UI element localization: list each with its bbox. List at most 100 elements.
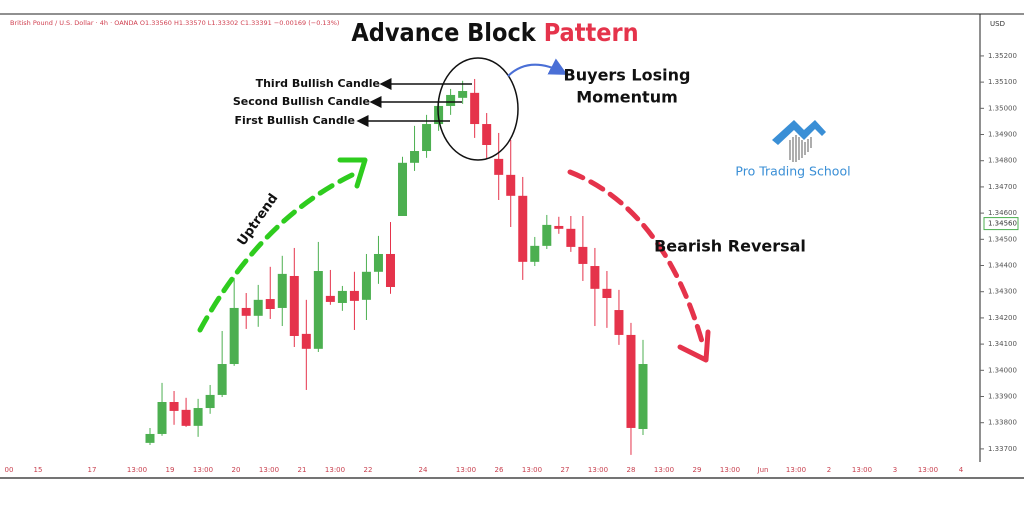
candle-body	[518, 195, 528, 262]
candle-body	[602, 288, 612, 298]
x-tick-label: 22	[364, 466, 373, 474]
candle-body	[626, 334, 636, 428]
chart-title: Advance Block Pattern	[351, 18, 638, 47]
y-tick-label: 1.34500	[988, 235, 1017, 243]
candle-body	[578, 246, 588, 264]
x-tick-label: 13:00	[522, 466, 542, 474]
y-tick-label: 1.34400	[988, 262, 1017, 270]
candles	[145, 78, 648, 455]
candle-body	[590, 266, 600, 289]
candle-body	[253, 299, 263, 316]
y-tick-label: 1.34600	[988, 209, 1017, 217]
x-tick-label: 17	[88, 466, 97, 474]
x-tick-label: 26	[495, 466, 504, 474]
candle-body	[277, 273, 287, 308]
x-tick-label: 2	[827, 466, 831, 474]
x-tick-label: 13:00	[786, 466, 806, 474]
y-tick-label: 1.34300	[988, 288, 1017, 296]
annotation: Buyers Losing	[564, 66, 691, 85]
candle-body	[385, 253, 395, 287]
y-tick-label: 1.34200	[988, 314, 1017, 322]
title-accent: Pattern	[544, 18, 639, 47]
annotation: Third Bullish Candle	[256, 77, 380, 90]
brand-name: Pro Trading School	[735, 164, 850, 179]
x-tick-label: 24	[419, 466, 428, 474]
last-price-label: 1.34560	[988, 220, 1017, 228]
x-tick-label: 28	[627, 466, 636, 474]
x-tick-label: 13:00	[852, 466, 872, 474]
title-main: Advance Block	[351, 18, 536, 47]
candle-body	[638, 364, 648, 429]
candle-body	[398, 162, 408, 216]
x-tick-label: 13:00	[588, 466, 608, 474]
x-tick-label: 13:00	[325, 466, 345, 474]
y-tick-label: 1.35000	[988, 104, 1017, 112]
y-tick-label: 1.34800	[988, 157, 1017, 165]
trend-arrow	[197, 172, 355, 333]
y-tick-label: 1.34000	[988, 366, 1017, 374]
annotation: Bearish Reversal	[654, 237, 806, 256]
x-tick-label: 13:00	[127, 466, 147, 474]
x-tick-label: 13:00	[193, 466, 213, 474]
x-tick-label: 13:00	[918, 466, 938, 474]
annotation: Momentum	[576, 88, 678, 107]
x-tick-label: 3	[893, 466, 897, 474]
annotation: Second Bullish Candle	[233, 95, 370, 108]
candle-body	[458, 91, 468, 98]
candle-body	[157, 402, 167, 434]
y-tick-label: 1.34700	[988, 183, 1017, 191]
y-tick-label: 1.34900	[988, 131, 1017, 139]
x-tick-label: 13:00	[259, 466, 279, 474]
x-tick-label: 00	[5, 466, 14, 474]
candle-body	[337, 290, 347, 303]
last-price-box	[983, 217, 1019, 231]
y-tick-label: 1.35200	[988, 52, 1017, 60]
x-tick-label: 15	[34, 466, 43, 474]
x-tick-label: 19	[166, 466, 175, 474]
candle-body	[229, 307, 239, 365]
candle-body	[325, 295, 335, 302]
candle-body	[373, 253, 383, 272]
trend-arrow	[567, 169, 706, 348]
x-tick-label: 13:00	[654, 466, 674, 474]
candle-body	[241, 307, 251, 316]
candle-body	[217, 364, 227, 395]
candle-body	[265, 299, 275, 309]
candle-body	[422, 124, 432, 152]
x-tick-label: Jun	[757, 466, 769, 474]
annotation: Uptrend	[235, 191, 282, 249]
currency: USD	[990, 20, 1005, 28]
candle-body	[181, 409, 191, 426]
x-tick-label: 13:00	[456, 466, 476, 474]
arrow	[507, 58, 568, 77]
y-tick-label: 1.33900	[988, 393, 1017, 401]
x-tick-label: 13:00	[720, 466, 740, 474]
candle-body	[446, 94, 456, 106]
candle-body	[361, 271, 371, 300]
y-tick-label: 1.34100	[988, 340, 1017, 348]
candle-body	[169, 402, 179, 411]
candle-body	[482, 124, 492, 145]
candle-body	[566, 228, 576, 247]
candle-body	[289, 275, 299, 336]
header: British Pound / U.S. Dollar · 4h · OANDA…	[10, 19, 339, 27]
candle-body	[193, 408, 203, 426]
y-tick-label: 1.33700	[988, 445, 1017, 453]
y-tick-label: 1.35100	[988, 78, 1017, 86]
candle-body	[614, 310, 624, 335]
candle-body	[542, 224, 552, 246]
x-tick-label: 20	[232, 466, 241, 474]
x-tick-label: 4	[959, 466, 964, 474]
candle-body	[301, 333, 311, 349]
candle-body	[554, 225, 564, 229]
candle-body	[470, 92, 480, 125]
highlight-ellipse	[437, 57, 519, 161]
annotation: First Bullish Candle	[234, 114, 355, 127]
y-tick-label: 1.33800	[988, 419, 1017, 427]
candle-body	[313, 271, 323, 349]
candle-body	[494, 158, 504, 175]
brand-logo	[772, 120, 826, 162]
candle-body	[349, 290, 359, 301]
candle-body	[530, 245, 540, 262]
